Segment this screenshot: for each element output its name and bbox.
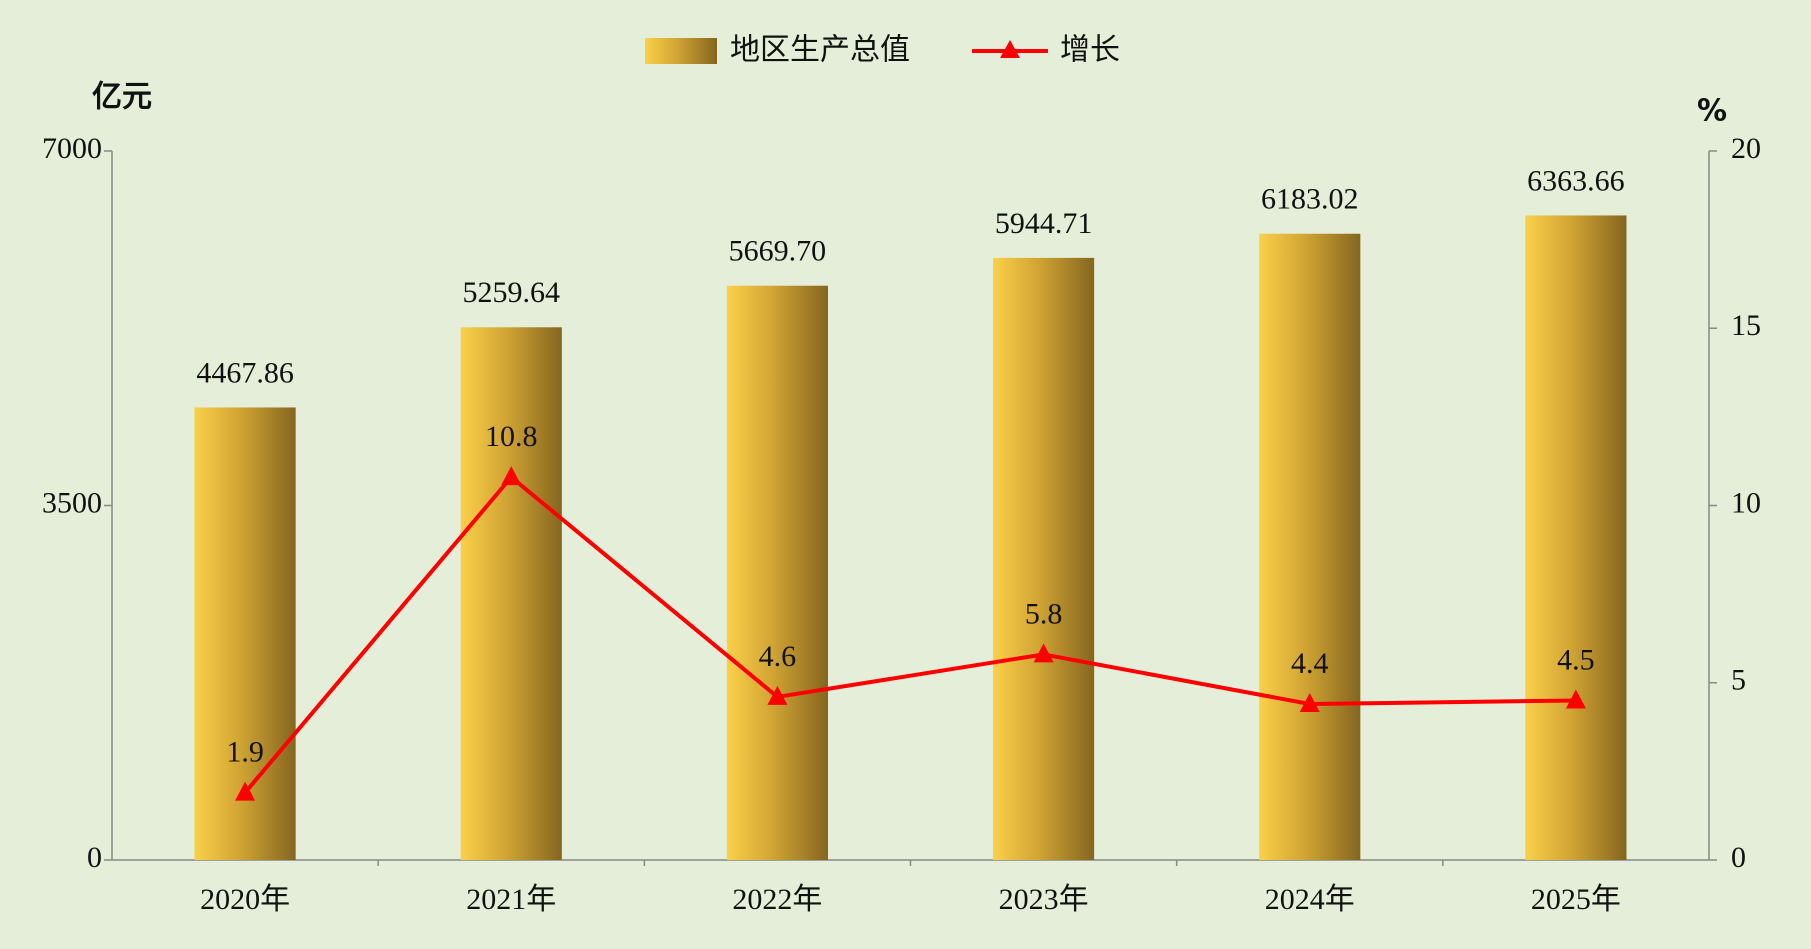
bar-value-label: 6363.66 <box>1527 164 1625 197</box>
bar-value-label: 5259.64 <box>463 276 561 309</box>
y-tick-label: 7000 <box>42 132 102 165</box>
y-tick-label: 3500 <box>42 486 102 519</box>
y2-axis-label: % <box>1697 94 1727 129</box>
line-value-label: 4.5 <box>1557 643 1595 676</box>
legend-label: 增长 <box>1060 33 1120 68</box>
line-marker <box>1033 643 1054 663</box>
x-tick-label: 2024年 <box>1265 883 1355 916</box>
y-tick-label: 0 <box>87 841 102 874</box>
y2-tick-label: 10 <box>1731 486 1761 519</box>
bar <box>1259 233 1361 860</box>
y2-tick-label: 15 <box>1731 309 1761 342</box>
line-marker <box>501 466 522 486</box>
legend-swatch <box>645 38 717 64</box>
y2-tick-label: 5 <box>1731 664 1746 697</box>
line-value-label: 10.8 <box>485 420 538 453</box>
bar <box>993 257 1095 860</box>
legend-label: 地区生产总值 <box>730 33 910 68</box>
bar-value-label: 6183.02 <box>1261 183 1359 216</box>
y2-tick-label: 20 <box>1731 132 1761 165</box>
x-tick-label: 2021年 <box>466 883 556 916</box>
line-value-label: 4.4 <box>1291 647 1329 680</box>
bar <box>726 285 828 861</box>
legend-marker <box>1000 40 1020 58</box>
line-value-label: 1.9 <box>226 736 264 769</box>
bar-value-label: 5944.71 <box>995 207 1093 240</box>
line-marker <box>1565 689 1586 709</box>
bar <box>1525 215 1627 860</box>
x-tick-label: 2022年 <box>732 883 822 916</box>
y-axis-label: 亿元 <box>92 80 152 115</box>
line <box>243 474 1576 794</box>
y2-tick-label: 0 <box>1731 841 1746 874</box>
x-tick-label: 2023年 <box>999 883 1089 916</box>
x-tick-label: 2025年 <box>1531 883 1621 916</box>
bar-value-label: 5669.70 <box>729 235 827 268</box>
line-marker <box>767 685 788 705</box>
line-value-label: 5.8 <box>1025 597 1063 630</box>
bar <box>460 327 562 860</box>
x-tick-label: 2020年 <box>200 883 290 916</box>
line-value-label: 4.6 <box>759 640 797 673</box>
line-marker <box>235 781 256 801</box>
line-marker <box>1299 693 1320 713</box>
bar-value-label: 4467.86 <box>196 356 294 389</box>
